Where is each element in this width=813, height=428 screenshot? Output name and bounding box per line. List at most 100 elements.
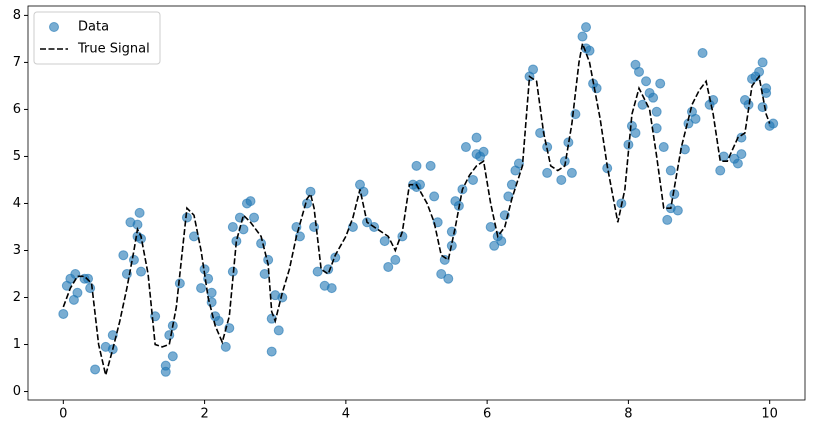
data-point [411,160,422,171]
data-point [584,45,595,56]
data-point [665,165,676,176]
data-point [439,254,450,265]
data-point [754,66,765,77]
data-point [542,167,553,178]
y-tick-label: 3 [13,243,21,258]
data-point [302,198,313,209]
legend-box [33,11,161,65]
x-tick-label: 6 [483,407,491,422]
data-point [266,346,277,357]
data-point [224,323,235,334]
data-point [732,158,743,169]
data-point [136,266,147,277]
data-point [708,95,719,106]
data-point [672,205,683,216]
data-point [658,142,669,153]
data-point [655,78,666,89]
data-point [690,113,701,124]
data-point [641,76,652,87]
data-point [577,31,588,42]
plot-area [58,22,779,377]
data-point [761,87,772,98]
x-tick-label: 8 [624,407,632,422]
data-point [485,221,496,232]
data-point [305,186,316,197]
data-point [591,83,602,94]
y-tick-label: 2 [13,290,21,305]
data-point [425,160,436,171]
data-point [294,231,305,242]
data-point [167,351,178,362]
data-point [513,158,524,169]
data-point [535,127,546,138]
data-point [160,366,171,377]
data-point [460,142,471,153]
data-point [648,92,659,103]
data-point [443,273,454,284]
data-point [58,308,69,319]
data-point [188,231,199,242]
signal-line [62,40,771,376]
legend-marker [49,22,59,32]
data-point [757,57,768,68]
data-point [669,189,680,200]
data-point [383,261,394,272]
data-point [326,283,337,294]
y-tick-label: 7 [13,55,21,70]
plot-frame [27,5,806,401]
data-point [83,273,94,284]
y-tick-label: 4 [13,196,21,211]
data-point [245,196,256,207]
data-point [471,132,482,143]
data-point [436,268,447,279]
data-point [651,106,662,117]
legend-label: True Signal [77,42,150,57]
data-point [174,278,185,289]
y-tick-label: 1 [13,337,21,352]
data-point [581,22,592,33]
data-point [312,266,323,277]
data-point [429,191,440,202]
data-point [90,364,101,375]
data-point [478,146,489,157]
data-point [662,214,673,225]
data-point [556,174,567,185]
y-tick-label: 6 [13,102,21,117]
data-point [528,64,539,75]
data-point [121,268,132,279]
data-point [72,287,83,298]
data-point [768,118,779,129]
x-tick-label: 0 [59,407,67,422]
data-point [390,254,401,265]
data-point [118,250,129,261]
y-tick-label: 8 [13,8,21,23]
data-point [736,132,747,143]
data-point [566,167,577,178]
data-point [634,66,645,77]
data-point [503,191,514,202]
x-tick-label: 2 [200,407,208,422]
data-point [220,341,231,352]
data-point [468,174,479,185]
data-point [715,165,726,176]
data-point [379,236,390,247]
data-point [249,212,260,223]
y-tick-label: 5 [13,149,21,164]
data-point [630,127,641,138]
data-point [506,179,517,190]
data-point [273,325,284,336]
data-point [496,236,507,247]
x-tick-label: 10 [761,407,778,422]
data-point [134,207,145,218]
data-point [637,99,648,110]
data-point [196,283,207,294]
x-tick-label: 4 [342,407,350,422]
y-tick-label: 0 [13,384,21,399]
data-point [697,48,708,59]
legend-label: Data [78,20,109,35]
data-point [489,240,500,251]
data-point [259,268,270,279]
data-point [227,221,238,232]
data-point [736,149,747,160]
